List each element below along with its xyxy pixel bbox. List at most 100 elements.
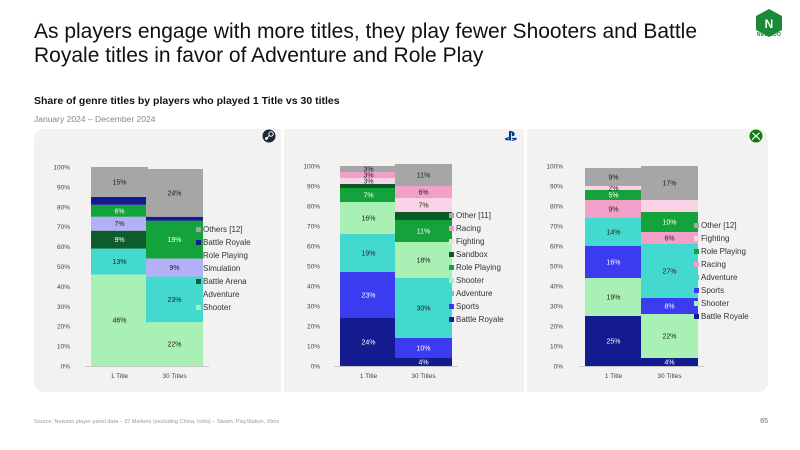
- bar-segment: [585, 218, 642, 246]
- y-tick-label: 20%: [307, 324, 320, 331]
- xbox-stacked-bar-chart: 0% 10% 20% 30% 40% 50% 60% 70% 80% 90% 100% 25% 19% 1…: [546, 164, 749, 381]
- bar-segment: [146, 276, 203, 323]
- newzoo-logo-icon: N: [756, 9, 782, 37]
- data-label: 24%: [361, 340, 375, 347]
- legend-label: Sports: [701, 286, 724, 295]
- bar-segment: [395, 338, 452, 358]
- bar-segment: [91, 167, 148, 197]
- legend-swatch: [694, 301, 699, 306]
- data-label: 9%: [114, 237, 124, 244]
- y-tick-label: 100%: [53, 165, 70, 172]
- data-label: 22%: [167, 342, 181, 349]
- legend-swatch: [694, 262, 699, 267]
- data-label: 18%: [416, 258, 430, 265]
- y-tick-label: 0%: [554, 364, 564, 371]
- bar-segment: [146, 220, 203, 259]
- y-tick-label: 10%: [57, 344, 70, 351]
- y-tick-label: 80%: [57, 204, 70, 211]
- legend-swatch: [449, 278, 454, 283]
- legend-swatch: [694, 223, 699, 228]
- legend-label: Racing: [456, 224, 481, 233]
- legend-label: Sports: [456, 302, 479, 311]
- bar-segment: [340, 166, 397, 172]
- legend-swatch: [196, 227, 201, 232]
- xbox-icon: [749, 129, 763, 143]
- data-label: 15%: [112, 179, 126, 186]
- data-label: 13%: [112, 259, 126, 266]
- data-label: 46%: [112, 318, 126, 325]
- legend-label: Battle Royale: [456, 315, 504, 324]
- bar-segment: [641, 298, 698, 314]
- y-tick-label: 50%: [57, 264, 70, 271]
- data-label: 27%: [662, 269, 676, 276]
- bar-segment: [395, 220, 452, 242]
- y-tick-label: 40%: [550, 284, 563, 291]
- y-tick-label: 20%: [550, 324, 563, 331]
- bar-segment: [340, 272, 397, 318]
- bar-segment: [340, 234, 397, 272]
- page-title: As players engage with more titles, they…: [34, 20, 698, 67]
- data-label: 19%: [167, 237, 181, 244]
- legend-swatch: [694, 314, 699, 319]
- bar-segment: [585, 200, 642, 218]
- data-label: 7%: [363, 193, 373, 200]
- bar-segment: [91, 196, 148, 205]
- bar-segment: [340, 172, 397, 178]
- legend-swatch: [449, 213, 454, 218]
- data-label: 3%: [363, 167, 373, 174]
- bar-segment: [91, 216, 148, 231]
- bar-segment: [641, 232, 698, 244]
- data-label: 6%: [664, 236, 674, 243]
- legend-label: Role Playing: [203, 251, 248, 260]
- bar-segment: [91, 274, 148, 366]
- source-note: Source: Newzoo player panel data – 37 Ma…: [34, 419, 280, 425]
- data-label: 2%: [608, 186, 618, 193]
- bar-segment: [395, 186, 452, 198]
- legend-label: Others [12]: [203, 225, 243, 234]
- legend-label: Other [11]: [456, 211, 491, 220]
- steam-stacked-bar-chart: 0% 10% 20% 30% 40% 50% 60% 70% 80% 90% 100% 46% 13% 9…: [53, 165, 251, 381]
- playstation-icon: [505, 131, 517, 141]
- data-label: 22%: [662, 334, 676, 341]
- legend-label: Battle Royale: [203, 238, 251, 247]
- y-tick-label: 10%: [307, 344, 320, 351]
- data-label: 9%: [608, 207, 618, 214]
- legend-label: Sandbox: [456, 250, 488, 259]
- bar-segment: [585, 316, 642, 366]
- y-tick-label: 50%: [550, 264, 563, 271]
- bar-segment: [146, 322, 203, 366]
- bar-segment: [340, 202, 397, 234]
- y-tick-label: 100%: [303, 164, 320, 171]
- x-category-label: 30 Titles: [162, 373, 187, 380]
- legend-label: Fighting: [456, 237, 484, 246]
- y-tick-label: 40%: [57, 284, 70, 291]
- data-label: 19%: [606, 295, 620, 302]
- y-tick-label: 30%: [550, 304, 563, 311]
- data-label: 6%: [418, 190, 428, 197]
- legend-label: Shooter: [203, 303, 231, 312]
- y-tick-label: 70%: [550, 224, 563, 231]
- legend-swatch: [196, 240, 201, 245]
- playstation-stacked-bar-chart: 0% 10% 20% 30% 40% 50% 60% 70% 80% 90% 100% 24% 23% 1…: [303, 164, 504, 381]
- bar-segment: [340, 178, 397, 184]
- legend-label: Shooter: [456, 276, 484, 285]
- data-label: 8%: [664, 304, 674, 311]
- bar-segment: [91, 230, 148, 249]
- data-label: 23%: [361, 293, 375, 300]
- legend-label: Adventure: [701, 273, 738, 282]
- svg-text:N: N: [765, 17, 774, 31]
- bar-segment: [641, 200, 698, 212]
- y-tick-label: 60%: [307, 244, 320, 251]
- legend-swatch: [449, 226, 454, 231]
- data-label: 3%: [363, 179, 373, 186]
- data-label: 10%: [662, 220, 676, 227]
- bar-segment: [641, 314, 698, 358]
- page-number: 65: [760, 418, 768, 425]
- y-tick-label: 60%: [550, 244, 563, 251]
- legend-label: Simulation: [203, 264, 240, 273]
- bar-segment: [395, 198, 452, 212]
- bar-segment: [395, 278, 452, 338]
- bar-segment: [585, 168, 642, 186]
- bar-segment: [340, 318, 397, 366]
- legend-swatch: [449, 265, 454, 270]
